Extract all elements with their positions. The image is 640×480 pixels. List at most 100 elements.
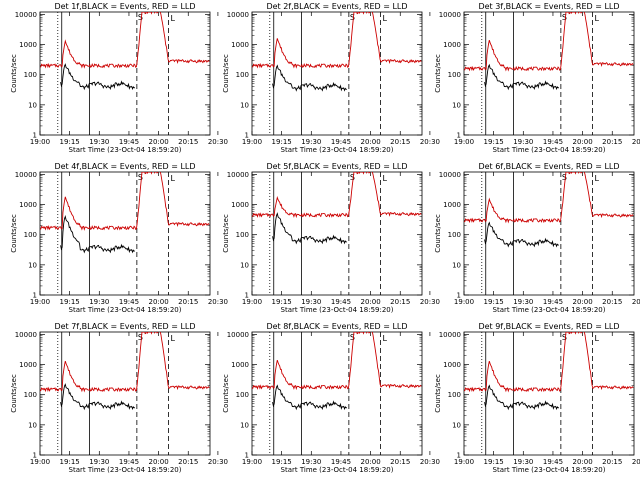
- x-tick-label: 20:00: [361, 298, 381, 306]
- x-tick-label: 19:30: [513, 298, 533, 306]
- x-tick-label: 20:00: [573, 138, 593, 146]
- x-tick-label: 19:30: [513, 458, 533, 466]
- x-axis-label: Start Time (23-Oct-04 18:59:20): [493, 146, 606, 154]
- events-series-line: [60, 63, 135, 91]
- lld-series-line: [40, 12, 210, 69]
- y-tick-label: 10000: [227, 331, 249, 339]
- panel-title: Det 5f,BLACK = Events, RED = LLD: [266, 162, 407, 171]
- y-tick-label: 100: [448, 71, 461, 79]
- x-tick-label: 20:30: [208, 298, 228, 306]
- x-tick-label: 19:45: [331, 298, 351, 306]
- x-tick-label: 19:30: [301, 458, 321, 466]
- plot-frame: [463, 171, 635, 296]
- y-tick-label: 1000: [19, 361, 37, 369]
- x-tick-label: 20:00: [149, 458, 169, 466]
- y-tick-label: 10: [28, 101, 37, 109]
- y-tick-label: 10000: [439, 331, 461, 339]
- plot-frame: [463, 11, 635, 136]
- events-series-line: [272, 64, 347, 92]
- x-tick-label: 20:00: [361, 458, 381, 466]
- panel-title: Det 2f,BLACK = Events, RED = LLD: [266, 2, 407, 11]
- x-tick-label: 20:15: [178, 138, 198, 146]
- x-tick-label: 20:00: [149, 138, 169, 146]
- y-tick-label: 1000: [19, 41, 37, 49]
- plot-frame: [251, 171, 423, 296]
- y-tick-label: 100: [24, 231, 37, 239]
- detector-panel-4: 19:00 19:15 19:30 19:45 20:00 20:15 20:30 1 10 10…: [10, 162, 228, 314]
- y-tick-label: 100: [448, 391, 461, 399]
- y-tick-label: 10000: [15, 331, 37, 339]
- marker-l-label: L: [170, 174, 175, 183]
- events-series-line: [484, 221, 559, 248]
- detector-panel-5: 19:00 19:15 19:30 19:45 20:00 20:15 20:30 1 10 10…: [222, 162, 440, 314]
- x-tick-label: 20:30: [632, 138, 640, 146]
- x-tick-label: 19:15: [60, 298, 80, 306]
- x-tick-label: 19:00: [454, 138, 474, 146]
- x-tick-label: 20:15: [178, 298, 198, 306]
- x-tick-label: 20:00: [361, 138, 381, 146]
- x-tick-label: 19:45: [119, 458, 139, 466]
- x-axis-label: Start Time (23-Oct-04 18:59:20): [493, 306, 606, 314]
- detector-panel-2: 19:00 19:15 19:30 19:45 20:00 20:15 20:30 1 10 10…: [222, 2, 440, 154]
- marker-l-label: L: [594, 174, 599, 183]
- x-tick-label: 20:15: [390, 458, 410, 466]
- x-tick-label: 20:00: [149, 298, 169, 306]
- y-tick-label: 10: [240, 261, 249, 269]
- x-tick-label: 19:15: [484, 138, 504, 146]
- detector-panel-7: 19:00 19:15 19:30 19:45 20:00 20:15 20:30 1 10 10…: [10, 322, 228, 474]
- x-tick-label: 19:15: [484, 458, 504, 466]
- events-series-line: [60, 383, 135, 411]
- x-tick-label: 19:45: [331, 458, 351, 466]
- marker-s-label: S: [562, 13, 567, 22]
- x-axis-label: Start Time (23-Oct-04 18:59:20): [493, 466, 606, 474]
- events-series-line: [484, 384, 559, 411]
- events-series-line: [484, 63, 559, 91]
- x-tick-label: 20:30: [420, 138, 440, 146]
- x-tick-label: 19:15: [272, 138, 292, 146]
- y-tick-label: 10: [452, 101, 461, 109]
- x-tick-label: 19:45: [331, 138, 351, 146]
- y-tick-label: 100: [24, 71, 37, 79]
- marker-l-label: L: [594, 14, 599, 23]
- panel-title: Det 1f,BLACK = Events, RED = LLD: [54, 2, 195, 11]
- y-axis-label: Counts/sec: [222, 214, 230, 253]
- x-tick-label: 19:15: [60, 458, 80, 466]
- y-tick-label: 1: [33, 452, 37, 460]
- y-axis-label: Counts/sec: [222, 374, 230, 413]
- x-tick-label: 20:15: [178, 458, 198, 466]
- x-tick-label: 20:15: [390, 298, 410, 306]
- panel-title: Det 4f,BLACK = Events, RED = LLD: [54, 162, 195, 171]
- marker-l-label: L: [170, 334, 175, 343]
- lld-series-line: [40, 172, 210, 231]
- events-series-line: [272, 212, 347, 245]
- x-tick-label: 19:30: [513, 138, 533, 146]
- lld-series-line: [40, 332, 210, 393]
- y-tick-label: 100: [24, 391, 37, 399]
- detector-panel-6: 19:00 19:15 19:30 19:45 20:00 20:15 20:30 1 10 10…: [434, 162, 640, 314]
- lld-series-line: [464, 12, 634, 72]
- x-tick-label: 19:45: [543, 458, 563, 466]
- lld-series-line: [464, 332, 634, 393]
- detector-panel-9: 19:00 19:15 19:30 19:45 20:00 20:15 20:30 1 10 10…: [434, 322, 640, 474]
- y-tick-label: 10: [240, 421, 249, 429]
- y-tick-label: 100: [236, 231, 249, 239]
- x-axis-label: Start Time (23-Oct-04 18:59:20): [69, 306, 182, 314]
- x-tick-label: 20:15: [602, 138, 622, 146]
- y-tick-label: 1: [457, 452, 461, 460]
- y-tick-label: 100: [236, 71, 249, 79]
- x-axis-label: Start Time (23-Oct-04 18:59:20): [69, 466, 182, 474]
- panel-title: Det 8f,BLACK = Events, RED = LLD: [266, 322, 407, 331]
- events-series-line: [272, 384, 347, 411]
- x-tick-label: 19:00: [30, 298, 50, 306]
- marker-s-label: S: [562, 173, 567, 182]
- x-tick-label: 20:30: [208, 138, 228, 146]
- y-tick-label: 1000: [231, 41, 249, 49]
- x-tick-label: 20:15: [390, 138, 410, 146]
- detector-panel-1: 19:00 19:15 19:30 19:45 20:00 20:15 20:30 1 10 10…: [10, 2, 228, 154]
- x-tick-label: 19:45: [119, 298, 139, 306]
- y-tick-label: 10000: [15, 171, 37, 179]
- y-tick-label: 1: [245, 452, 249, 460]
- x-axis-label: Start Time (23-Oct-04 18:59:20): [281, 466, 394, 474]
- y-axis-label: Counts/sec: [434, 54, 442, 93]
- x-tick-label: 19:00: [30, 458, 50, 466]
